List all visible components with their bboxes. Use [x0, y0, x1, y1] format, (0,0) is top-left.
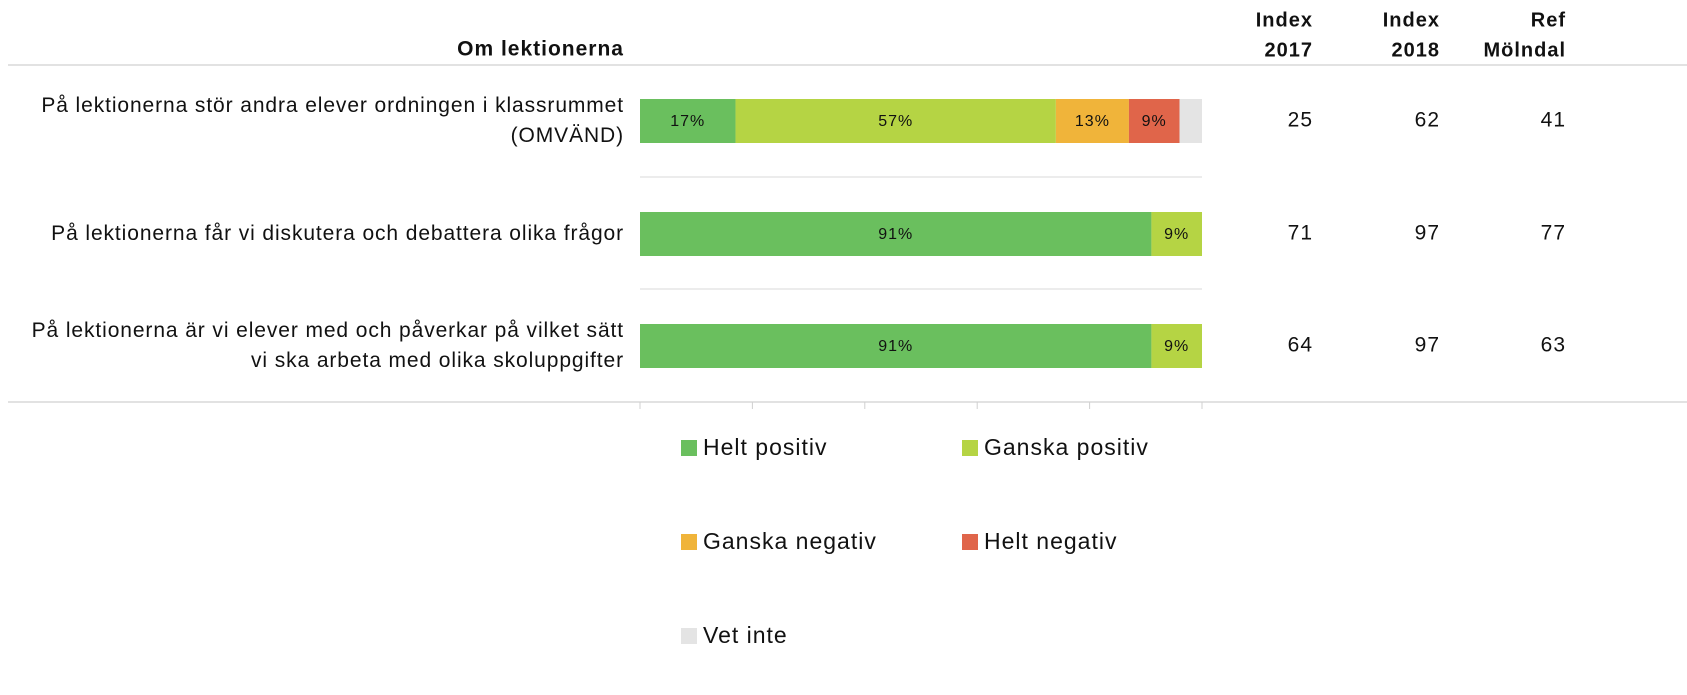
index-value: 97 [1415, 334, 1440, 357]
legend-label: Helt positiv [703, 434, 827, 460]
column-header: 2017 [1265, 39, 1314, 61]
column-header: Index [1383, 9, 1440, 31]
data-label: 17% [670, 113, 705, 130]
category-label: På lektionerna är vi elever med och påve… [31, 319, 624, 372]
column-header: Index [1256, 9, 1313, 31]
chart-title: Om lektionerna [457, 38, 624, 61]
legend-label: Ganska positiv [984, 434, 1149, 460]
data-label: 9% [1164, 226, 1189, 243]
column-header: Ref [1531, 9, 1566, 31]
data-label: 91% [878, 338, 913, 355]
bar-segment [735, 99, 1056, 143]
index-value: 41 [1541, 109, 1566, 132]
data-label: 57% [878, 113, 913, 130]
bar-segment [1151, 324, 1202, 368]
category-label: På lektionerna stör andra elever ordning… [41, 94, 624, 147]
legend-label: Helt negativ [984, 528, 1117, 554]
index-value: 77 [1541, 222, 1566, 245]
data-label: 9% [1164, 338, 1189, 355]
legend-swatch [962, 440, 978, 456]
legend-swatch [962, 534, 978, 550]
data-label: 91% [878, 226, 913, 243]
column-header: 2018 [1392, 39, 1441, 61]
bar-segment [1179, 99, 1202, 143]
index-value: 64 [1288, 334, 1313, 357]
category-label: På lektionerna får vi diskutera och deba… [51, 222, 624, 245]
index-value: 62 [1415, 109, 1440, 132]
data-label: 13% [1075, 113, 1110, 130]
legend-label: Ganska negativ [703, 528, 877, 554]
bar-segment [1151, 212, 1202, 256]
bar-segment [1128, 99, 1180, 143]
column-header: Mölndal [1483, 39, 1566, 61]
legend-swatch [681, 440, 697, 456]
legend-swatch [681, 628, 697, 644]
index-value: 97 [1415, 222, 1440, 245]
data-label: 9% [1142, 113, 1167, 130]
bar-segment [1055, 99, 1129, 143]
bar-segment [640, 212, 1152, 256]
legend-swatch [681, 534, 697, 550]
bar-segment [640, 324, 1152, 368]
index-value: 71 [1288, 222, 1313, 245]
index-value: 63 [1541, 334, 1566, 357]
bar-segment [640, 99, 736, 143]
index-value: 25 [1288, 109, 1313, 132]
legend-label: Vet inte [703, 622, 788, 648]
